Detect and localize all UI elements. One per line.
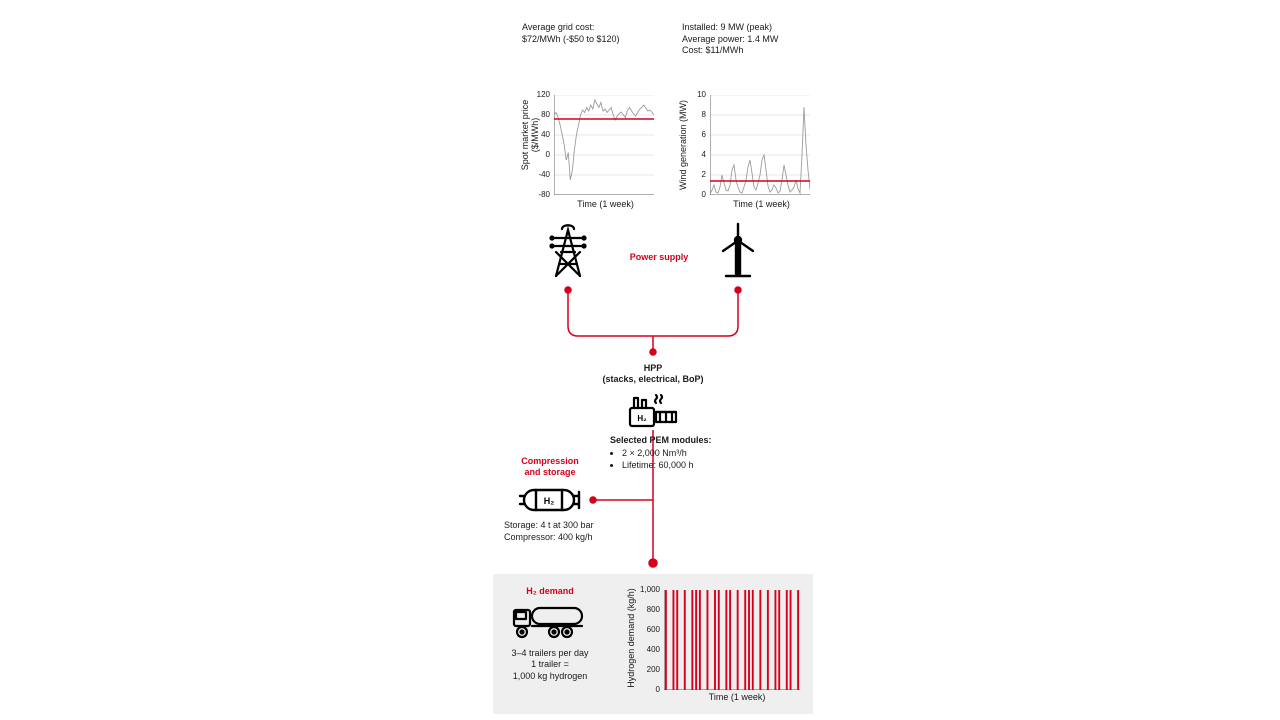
demand-xlabel: Time (1 week) <box>682 692 792 702</box>
axis-tick: 800 <box>634 605 660 614</box>
hpp-bullet: Lifetime: 60,000 h <box>622 460 770 472</box>
hpp-bullets: 2 × 2,000 Nm³/hLifetime: 60,000 h <box>622 448 770 471</box>
compression-heading: Compression and storage <box>500 456 600 478</box>
hydrogen-plant-icon: H₂ <box>626 392 680 435</box>
tanker-truck-icon <box>512 604 588 645</box>
svg-text:H₂: H₂ <box>637 414 647 423</box>
hpp-caption: Selected PEM modules: 2 × 2,000 Nm³/hLif… <box>610 435 770 472</box>
compression-caption: Storage: 4 t at 300 bar Compressor: 400 … <box>504 520 634 543</box>
hydrogen-demand-chart-svg <box>664 590 800 690</box>
axis-tick: 400 <box>634 645 660 654</box>
demand-heading: H₂ demand <box>510 586 590 597</box>
hpp-caption-title: Selected PEM modules: <box>610 435 712 445</box>
axis-tick: 0 <box>634 685 660 694</box>
hpp-heading: HPP (stacks, electrical, BoP) <box>578 363 728 385</box>
axis-tick: 200 <box>634 665 660 674</box>
axis-tick: 600 <box>634 625 660 634</box>
storage-tank-icon: H₂ <box>516 484 584 521</box>
svg-text:H₂: H₂ <box>544 496 555 506</box>
truck-caption: 3–4 trailers per day 1 trailer = 1,000 k… <box>500 648 600 682</box>
axis-tick: 1,000 <box>634 585 660 594</box>
hpp-bullet: 2 × 2,000 Nm³/h <box>622 448 770 460</box>
